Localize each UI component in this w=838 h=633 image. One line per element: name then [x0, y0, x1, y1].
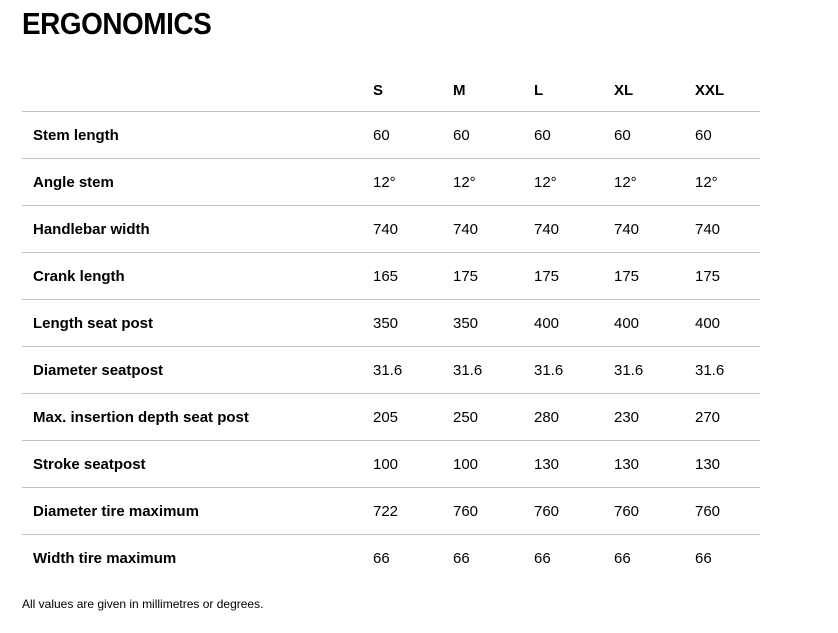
table-row: Length seat post 350 350 400 400 400 [22, 299, 760, 347]
cell: 280 [532, 393, 612, 441]
table-row: Max. insertion depth seat post 205 250 2… [22, 393, 760, 441]
column-header-xl: XL [612, 83, 693, 112]
cell: 400 [532, 299, 612, 347]
table-row: Width tire maximum 66 66 66 66 66 [22, 535, 760, 582]
cell: 31.6 [532, 346, 612, 394]
cell: 31.6 [371, 346, 451, 394]
row-label: Max. insertion depth seat post [22, 393, 371, 441]
cell: 100 [451, 440, 532, 488]
table-row: Diameter seatpost 31.6 31.6 31.6 31.6 31… [22, 346, 760, 394]
cell: 12° [371, 158, 451, 206]
cell: 760 [612, 487, 693, 535]
table-row: Handlebar width 740 740 740 740 740 [22, 205, 760, 253]
cell: 740 [693, 205, 760, 253]
row-label: Handlebar width [22, 205, 371, 253]
cell: 60 [693, 111, 760, 159]
cell: 350 [451, 299, 532, 347]
row-label: Stem length [22, 111, 371, 159]
row-label: Width tire maximum [33, 549, 177, 567]
table-row: Stroke seatpost 100 100 130 130 130 [22, 440, 760, 488]
cell: 66 [453, 549, 470, 567]
cell: 66 [614, 549, 631, 567]
cell: 60 [451, 111, 532, 159]
units-footnote: All values are given in millimetres or d… [22, 597, 264, 611]
cell: 31.6 [612, 346, 693, 394]
column-header-xxl: XXL [693, 83, 760, 112]
cell: 31.6 [451, 346, 532, 394]
table-row: Crank length 165 175 175 175 175 [22, 252, 760, 300]
cell: 60 [371, 111, 451, 159]
cell: 66 [695, 549, 712, 567]
cell: 760 [532, 487, 612, 535]
row-label: Length seat post [22, 299, 371, 347]
ergonomics-table: S M L XL XXL Stem length 60 60 60 60 60 … [22, 83, 760, 581]
cell: 130 [693, 440, 760, 488]
cell: 165 [371, 252, 451, 300]
cell: 100 [371, 440, 451, 488]
cell: 66 [373, 549, 390, 567]
cell: 400 [612, 299, 693, 347]
column-header-l: L [532, 83, 612, 112]
header-row: S M L XL XXL [22, 83, 760, 112]
table-body: Stem length 60 60 60 60 60 Angle stem 12… [22, 111, 760, 582]
table-row: Angle stem 12° 12° 12° 12° 12° [22, 158, 760, 206]
row-label: Diameter seatpost [22, 346, 371, 394]
cell: 175 [532, 252, 612, 300]
cell: 12° [532, 158, 612, 206]
cell: 722 [371, 487, 451, 535]
cell: 740 [371, 205, 451, 253]
cell: 60 [612, 111, 693, 159]
table-row: Stem length 60 60 60 60 60 [22, 111, 760, 159]
cell: 270 [693, 393, 760, 441]
row-label: Diameter tire maximum [22, 487, 371, 535]
cell: 250 [451, 393, 532, 441]
table-row: Diameter tire maximum 722 760 760 760 76… [22, 487, 760, 535]
cell: 175 [612, 252, 693, 300]
cell: 130 [532, 440, 612, 488]
cell: 130 [612, 440, 693, 488]
row-label: Angle stem [22, 158, 371, 206]
cell: 12° [693, 158, 760, 206]
cell: 760 [693, 487, 760, 535]
ergonomics-section: ERGONOMICS S M L XL XXL Stem length 60 [22, 6, 760, 611]
table-header: S M L XL XXL [22, 83, 760, 112]
column-header-s: S [371, 83, 451, 112]
cell: 760 [451, 487, 532, 535]
column-header-m: M [451, 83, 532, 112]
cell: 12° [612, 158, 693, 206]
page-title: ERGONOMICS [22, 6, 212, 41]
cell: 205 [371, 393, 451, 441]
row-label: Crank length [22, 252, 371, 300]
cell: 740 [532, 205, 612, 253]
cell: 400 [693, 299, 760, 347]
cell: 230 [612, 393, 693, 441]
cell: 31.6 [693, 346, 760, 394]
cell: 740 [612, 205, 693, 253]
cell: 740 [451, 205, 532, 253]
cell: 60 [532, 111, 612, 159]
cell: 66 [534, 549, 551, 567]
cell: 12° [451, 158, 532, 206]
corner-cell [22, 83, 371, 112]
cell: 350 [371, 299, 451, 347]
cell: 175 [451, 252, 532, 300]
row-label: Stroke seatpost [22, 440, 371, 488]
cell: 175 [693, 252, 760, 300]
